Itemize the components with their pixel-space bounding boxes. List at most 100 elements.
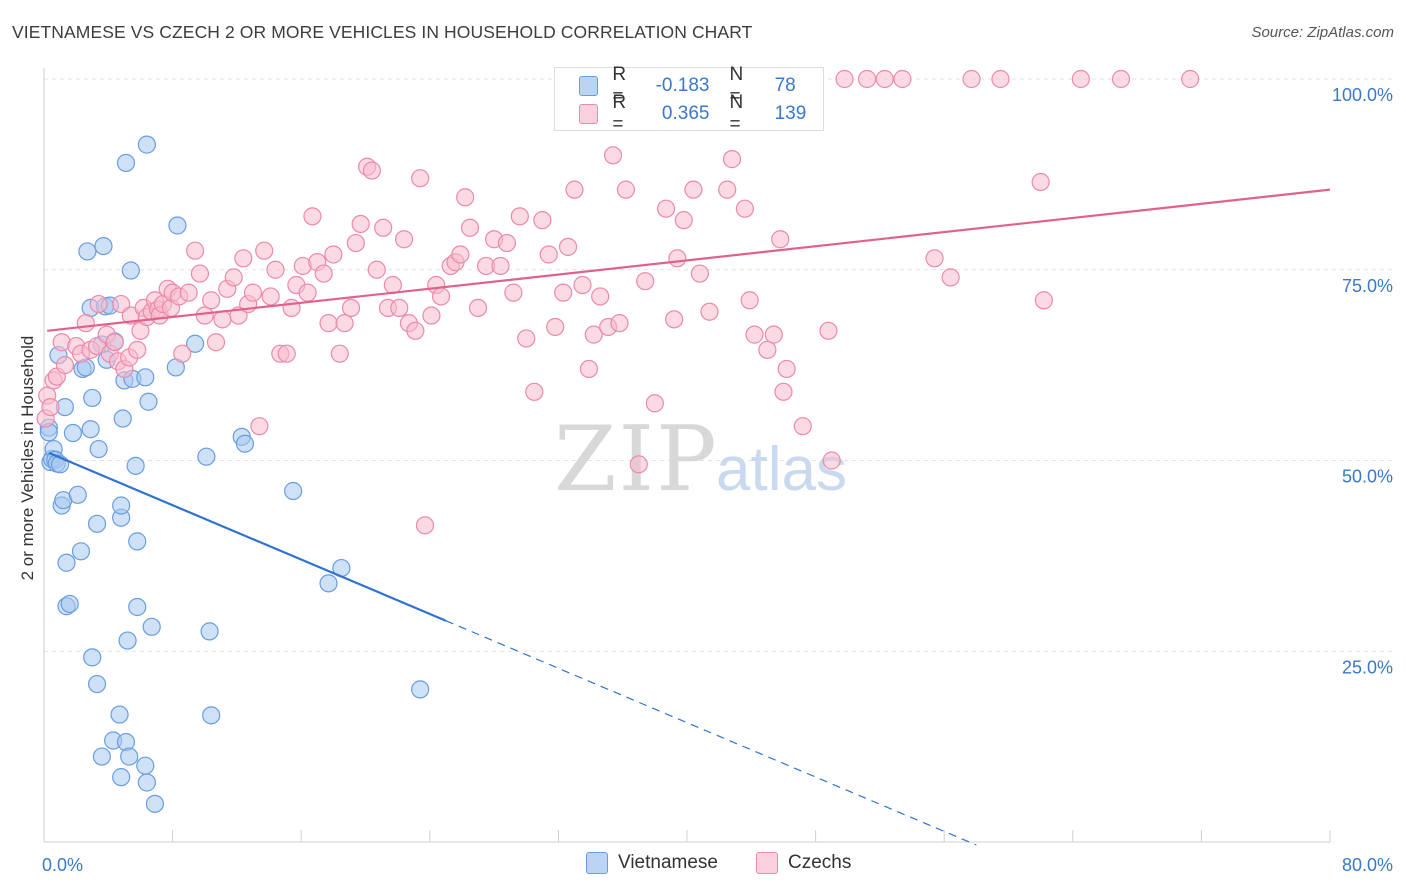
r-value-vietnamese: -0.183	[655, 75, 710, 96]
point-czechs	[460, 218, 480, 237]
point-czechs	[573, 275, 592, 295]
point-vietnamese	[186, 334, 205, 353]
point-czechs	[819, 321, 838, 340]
legend-item-vietnamese[interactable]: Vietnamese	[586, 852, 718, 874]
point-czechs	[367, 260, 386, 279]
point-czechs	[517, 329, 536, 348]
point-czechs	[128, 340, 147, 359]
point-vietnamese	[81, 420, 100, 439]
legend-swatch-czechs	[579, 104, 599, 124]
point-czechs	[190, 264, 210, 283]
point-vietnamese	[126, 456, 145, 475]
point-czechs	[324, 245, 343, 264]
point-czechs	[41, 397, 60, 417]
point-czechs	[925, 249, 944, 268]
point-czechs	[497, 233, 517, 253]
point-vietnamese	[68, 485, 87, 504]
point-czechs	[468, 298, 488, 317]
point-czechs	[558, 237, 578, 256]
point-vietnamese	[136, 368, 155, 387]
point-czechs	[234, 249, 253, 268]
point-vietnamese	[60, 594, 79, 614]
point-czechs	[835, 69, 854, 89]
point-czechs	[330, 344, 349, 363]
point-czechs	[745, 325, 764, 344]
point-czechs	[941, 268, 960, 287]
legend-item-czechs[interactable]: Czechs	[756, 852, 851, 874]
point-czechs	[341, 298, 361, 317]
point-czechs	[657, 199, 676, 218]
point-czechs	[554, 283, 573, 302]
point-czechs	[298, 283, 317, 302]
point-czechs	[346, 233, 365, 253]
point-vietnamese	[83, 648, 102, 667]
point-czechs	[740, 291, 759, 310]
point-czechs	[431, 287, 451, 306]
source-label: Source: ZipAtlas.com	[1251, 24, 1394, 41]
point-czechs	[1034, 291, 1053, 310]
point-czechs	[629, 455, 648, 474]
point-vietnamese	[87, 674, 107, 694]
n-value-vietnamese: 78	[774, 75, 796, 96]
point-czechs	[250, 417, 269, 436]
point-czechs	[314, 264, 333, 283]
point-czechs	[266, 260, 285, 279]
point-czechs	[202, 291, 221, 310]
point-czechs	[565, 180, 584, 199]
point-czechs	[303, 207, 322, 226]
point-czechs	[793, 417, 812, 436]
point-czechs	[1181, 69, 1200, 89]
point-czechs	[406, 321, 425, 340]
point-czechs	[76, 314, 95, 333]
point-czechs	[374, 218, 393, 237]
point-vietnamese	[92, 747, 111, 766]
point-czechs	[674, 211, 693, 230]
point-czechs	[390, 298, 409, 317]
point-czechs	[636, 272, 655, 291]
point-czechs	[491, 256, 510, 276]
point-czechs	[758, 340, 777, 359]
y-tick-label: 25.0%	[1342, 657, 1393, 677]
point-czechs	[718, 180, 737, 199]
point-vietnamese	[121, 261, 140, 280]
point-czechs	[261, 287, 280, 306]
point-czechs	[383, 275, 402, 295]
point-czechs	[179, 283, 198, 302]
legend-row-vietnamese: R = -0.183 N = 78	[579, 64, 823, 107]
x-tick-label: 80.0%	[1342, 855, 1393, 875]
point-czechs	[665, 310, 684, 329]
point-czechs	[525, 382, 544, 401]
point-vietnamese	[89, 439, 108, 459]
point-vietnamese	[120, 747, 139, 766]
point-vietnamese	[137, 135, 156, 154]
point-vietnamese	[63, 423, 83, 443]
point-czechs	[394, 230, 414, 249]
point-czechs	[777, 359, 796, 379]
r-label: R =	[612, 64, 627, 107]
point-czechs	[591, 287, 610, 306]
legend-swatch-vietnamese	[586, 852, 608, 874]
point-czechs	[55, 356, 74, 375]
point-vietnamese	[145, 794, 165, 813]
point-vietnamese	[110, 705, 129, 724]
point-czechs	[533, 211, 552, 230]
point-vietnamese	[112, 496, 131, 515]
point-czechs	[504, 283, 523, 302]
trendline-vietnamese	[48, 451, 447, 622]
n-label: N =	[729, 64, 744, 107]
point-czechs	[857, 69, 877, 89]
point-czechs	[645, 394, 664, 413]
point-czechs	[335, 314, 354, 333]
legend-swatch-vietnamese	[579, 76, 599, 96]
point-czechs	[822, 451, 841, 470]
point-czechs	[735, 199, 754, 218]
point-czechs	[89, 294, 108, 314]
point-czechs	[411, 169, 430, 188]
point-czechs	[224, 268, 243, 287]
point-czechs	[875, 69, 894, 89]
point-czechs	[603, 146, 623, 165]
point-czechs	[415, 516, 435, 535]
x-tick-label: 0.0%	[42, 855, 83, 875]
r-label: R =	[612, 92, 627, 135]
